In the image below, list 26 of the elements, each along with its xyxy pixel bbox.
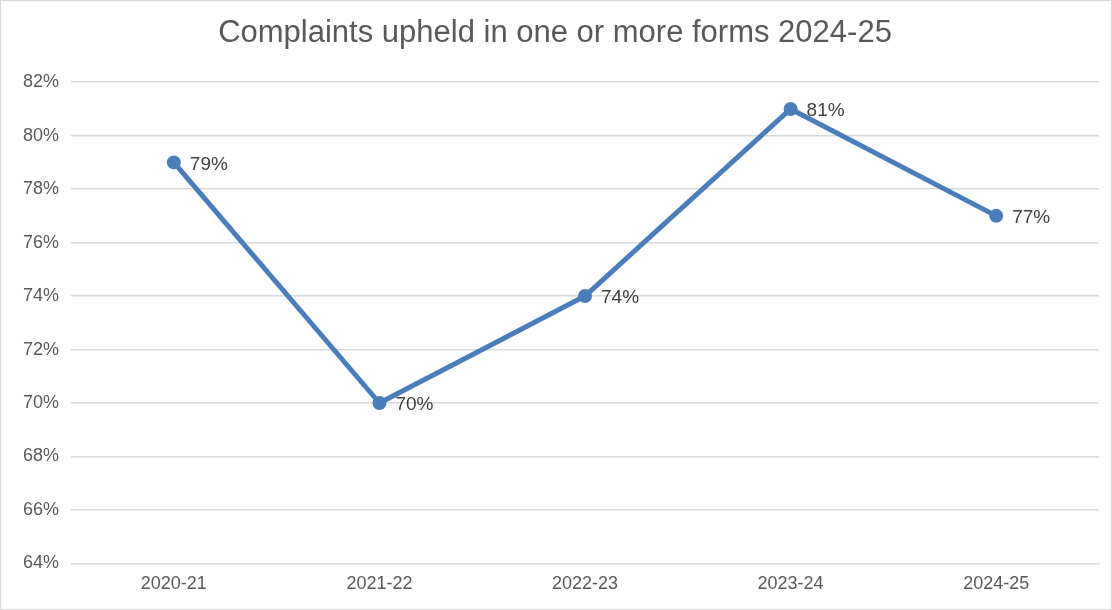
x-tick-label: 2020-21	[140, 573, 207, 594]
data-label: 81%	[806, 99, 845, 121]
point	[578, 289, 593, 304]
x-tick-label: 2023-24	[757, 573, 824, 594]
x-tick-label: 2022-23	[551, 573, 619, 594]
point	[783, 101, 798, 116]
x-tick-label: 2021-22	[346, 573, 413, 594]
data-label: 79%	[189, 152, 228, 174]
y-tick-label: 68%	[23, 445, 60, 466]
y-tick-label: 72%	[23, 338, 60, 359]
y-tick-label: 76%	[23, 231, 60, 252]
point	[989, 208, 1004, 223]
y-tick-label: 70%	[23, 391, 60, 412]
y-tick-label: 74%	[23, 285, 60, 306]
chart-title: Complaints upheld in one or more forms 2024-25	[218, 14, 892, 50]
point	[166, 155, 181, 170]
y-tick-label: 66%	[23, 498, 60, 519]
data-label: 70%	[395, 393, 434, 415]
y-tick-label: 78%	[23, 178, 60, 199]
y-tick-label: 82%	[23, 71, 60, 92]
y-tick-label: 80%	[23, 124, 60, 145]
data-label: 77%	[1012, 206, 1051, 228]
point	[372, 396, 387, 410]
x-tick-label: 2024-25	[963, 573, 1030, 594]
data-label: 74%	[601, 286, 640, 308]
y-tick-label: 64%	[23, 552, 60, 573]
